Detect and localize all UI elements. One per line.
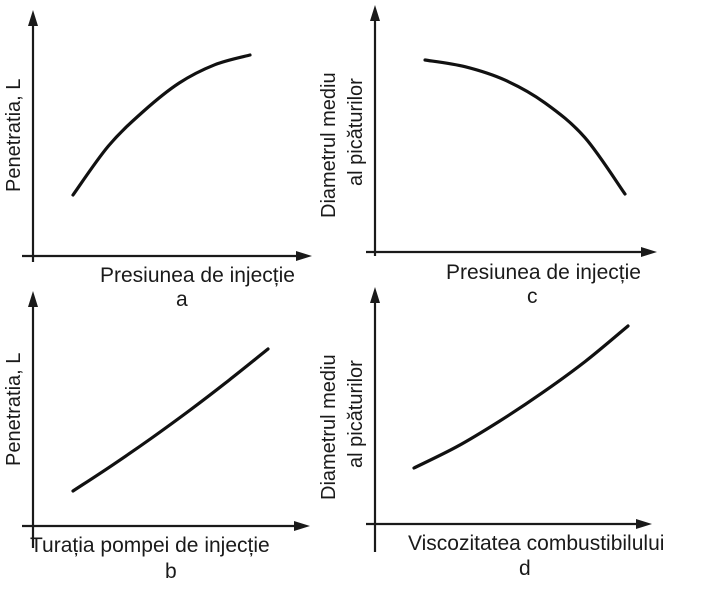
panel-a-curve	[71, 53, 252, 197]
panel-a: Presiunea de injecție Penetratia, L a	[3, 10, 312, 311]
panel-d-curve	[412, 324, 630, 470]
panel-b-ylabel: Penetratia, L	[3, 353, 25, 466]
panel-c-ylabel-line2: al picăturilor	[345, 78, 367, 186]
panel-b-label: b	[165, 560, 177, 583]
panel-a-ylabel: Penetratia, L	[3, 79, 25, 192]
panel-b-y-arrow	[28, 291, 38, 307]
panel-c-curve	[423, 58, 627, 196]
panel-d-ylabel-line1: Diametrul mediu	[318, 354, 340, 500]
panel-b-x-arrow	[294, 521, 310, 531]
panel-a-y-arrow	[28, 10, 38, 26]
panel-d-y-arrow	[370, 287, 380, 303]
panel-d-label: d	[519, 557, 531, 580]
panel-c-x-arrow	[641, 247, 657, 257]
panel-b-xlabel: Turația pompei de injecție	[30, 534, 270, 557]
panel-a-x-arrow	[296, 251, 312, 261]
panel-c-y-arrow	[370, 5, 380, 21]
panel-d-x-arrow	[636, 519, 652, 529]
panel-d-ylabel-line2: al picăturilor	[345, 360, 367, 468]
panel-c: Presiunea de injecție Diametrul mediu al…	[318, 5, 657, 308]
panel-d: Viscozitatea combustibilului Diametrul m…	[318, 287, 664, 580]
panel-d-xlabel: Viscozitatea combustibilului	[408, 532, 664, 555]
panel-b-curve	[71, 347, 270, 493]
panel-c-label: c	[527, 285, 538, 308]
panel-c-ylabel-line1: Diametrul mediu	[318, 72, 340, 218]
panel-a-xlabel: Presiunea de injecție	[100, 264, 295, 287]
panel-b: Turația pompei de injecție Penetratia, L…	[3, 291, 310, 583]
panel-a-label: a	[176, 288, 188, 311]
panel-c-xlabel: Presiunea de injecție	[446, 261, 641, 284]
